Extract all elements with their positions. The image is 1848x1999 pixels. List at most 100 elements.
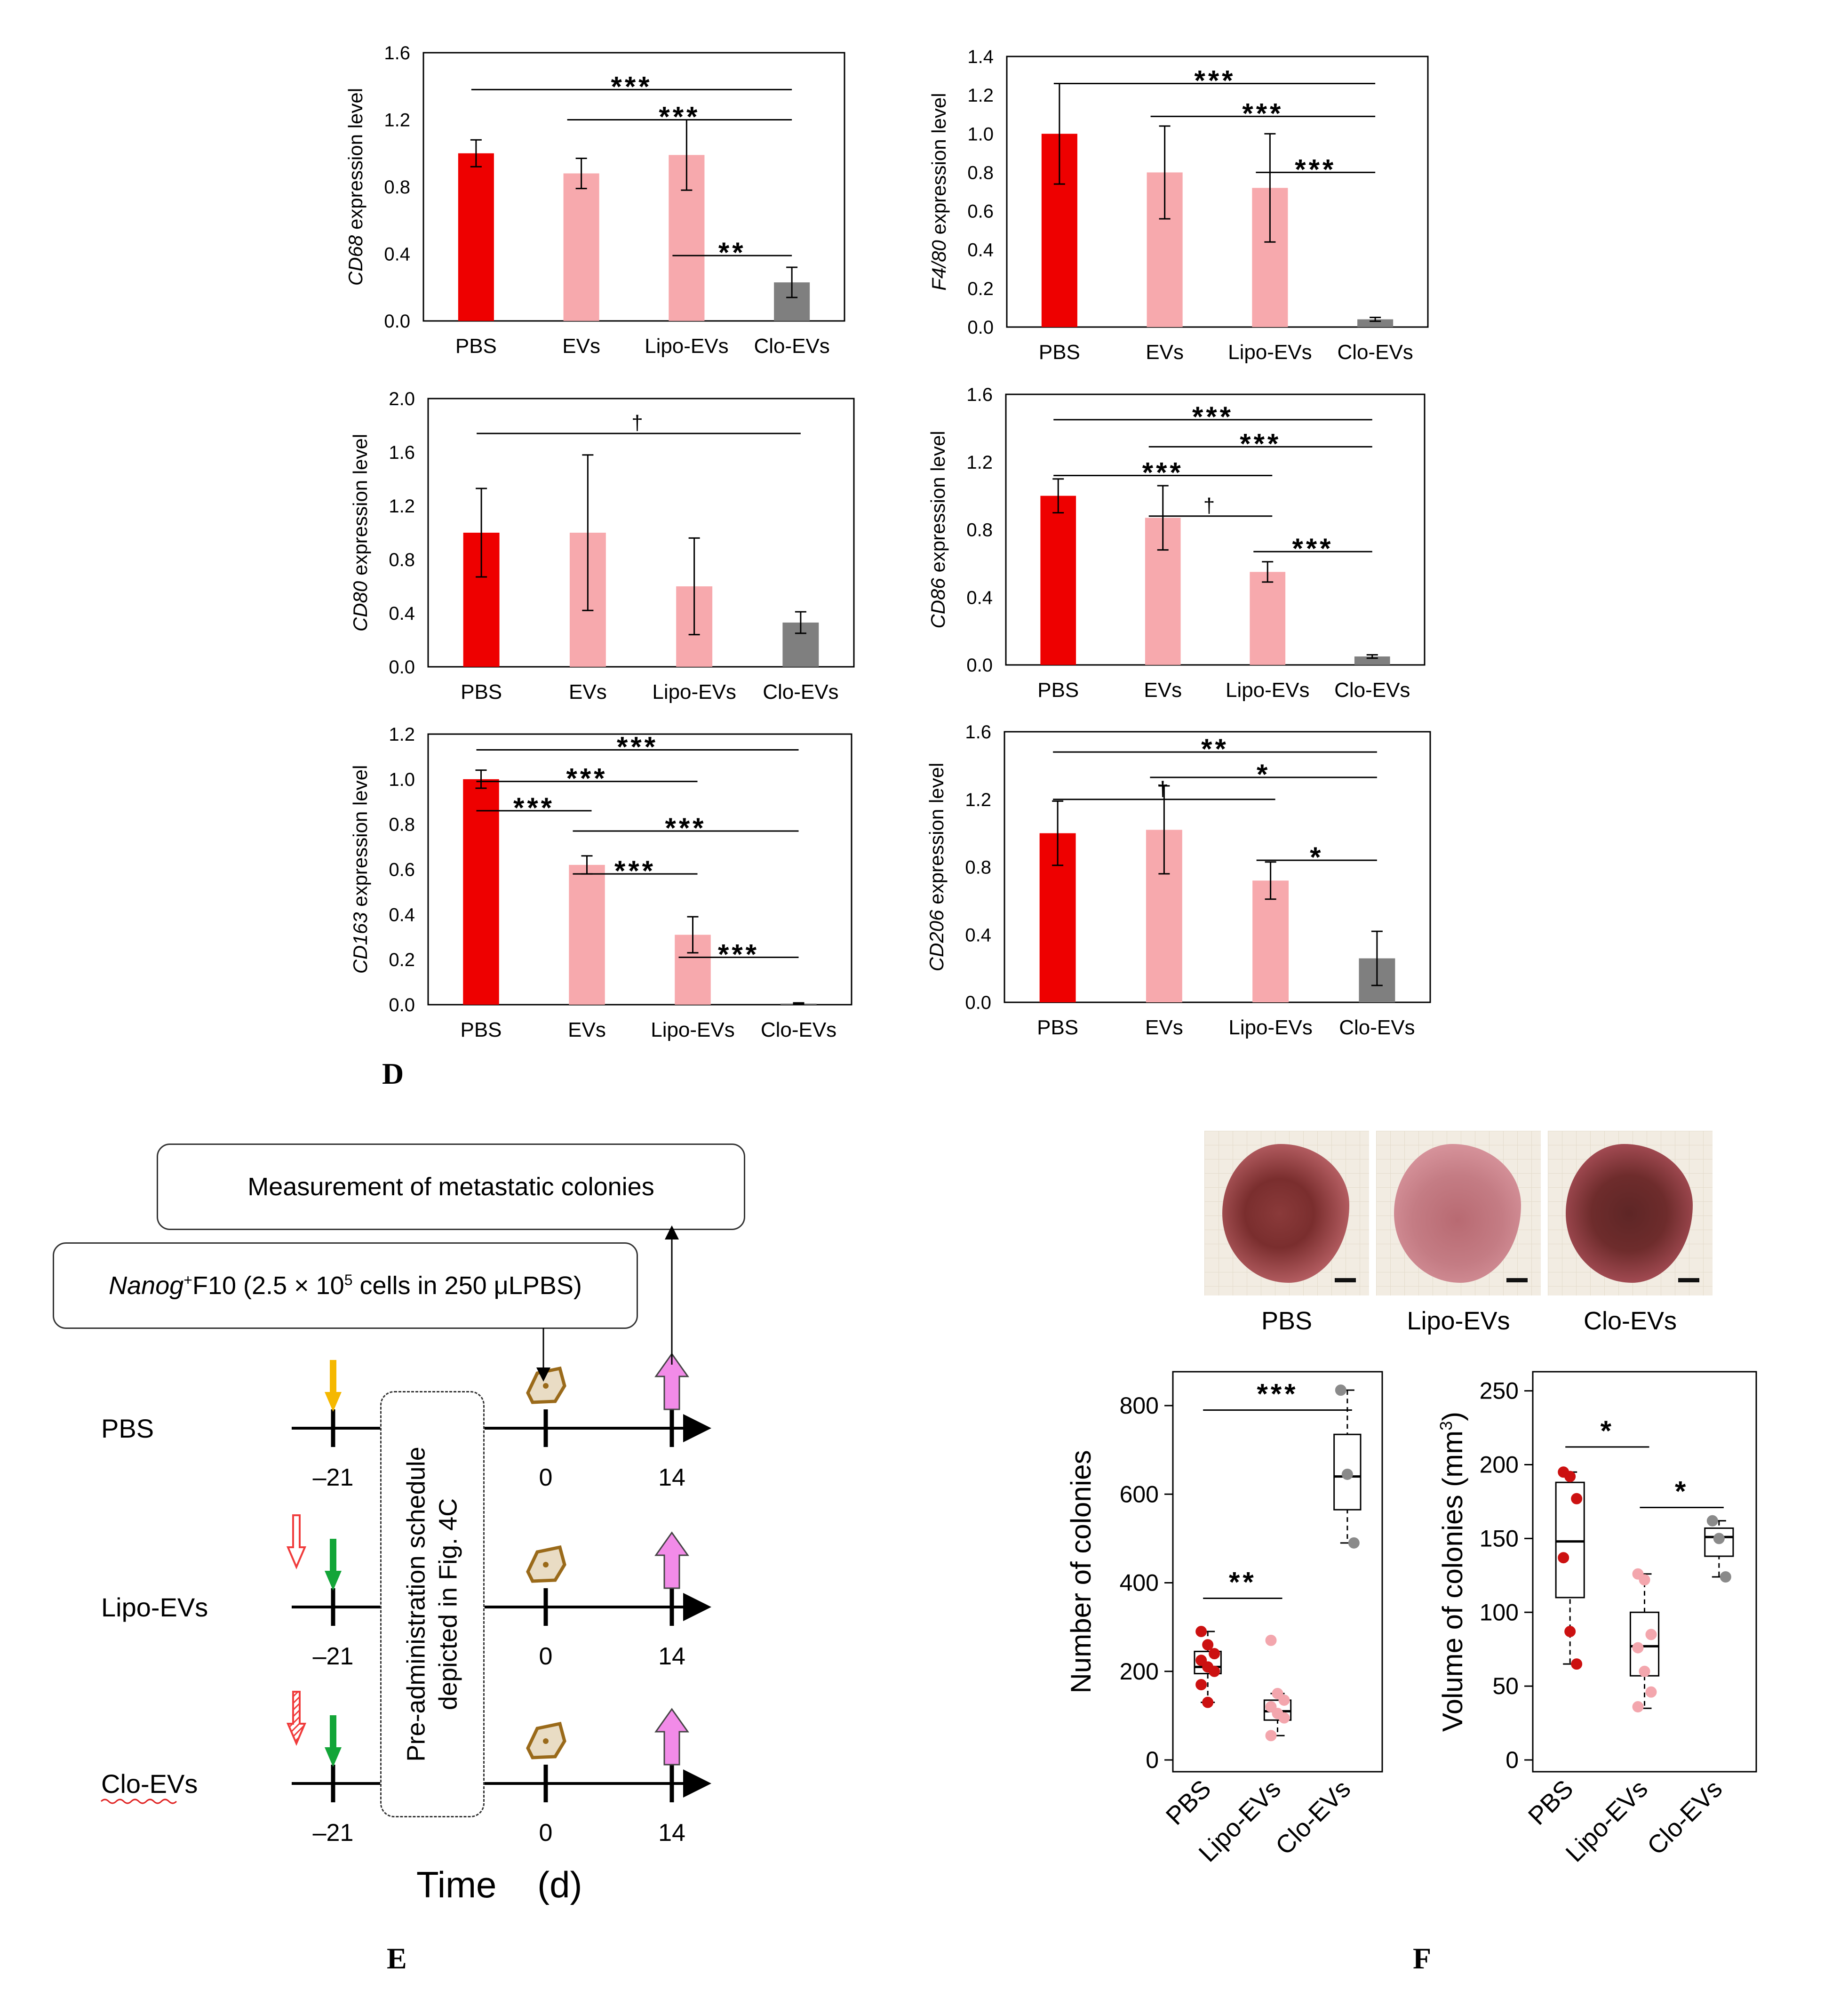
timeline-row-pbs: PBS –21 0 14 [101, 1352, 711, 1491]
x-category-label: Lipo-EVs [1228, 1016, 1313, 1039]
data-point [1335, 1384, 1346, 1396]
significance-label: † [631, 411, 645, 434]
significance-label: † [1203, 494, 1218, 517]
error-bar [1264, 133, 1276, 243]
error-bar [1157, 485, 1169, 551]
row-label: Clo-EVs [101, 1769, 198, 1799]
x-category-label: Lipo-EVs [1226, 679, 1310, 702]
x-category-label: Clo-EVs [1642, 1775, 1728, 1860]
data-point [1645, 1629, 1657, 1640]
photo-label-pbs: PBS [1261, 1307, 1313, 1335]
tumor-nucleus [543, 1738, 549, 1744]
data-point [1632, 1701, 1644, 1713]
plot-frame [427, 398, 855, 668]
plot-frame [1006, 56, 1429, 328]
y-tick-label: 1.2 [965, 790, 991, 810]
y-tick-label: 800 [1120, 1392, 1159, 1419]
error-bar [476, 488, 487, 578]
bar-pbs [463, 779, 499, 1005]
data-point [1564, 1471, 1576, 1482]
error-bar [793, 1002, 805, 1005]
data-point [1209, 1665, 1220, 1677]
injection-box: Nanog+F10 (2.5 × 105 cells in 250 μLPBS) [53, 1242, 638, 1329]
injection-label: Nanog+F10 (2.5 × 105 cells in 250 μLPBS) [109, 1271, 582, 1300]
time-tick-label: 14 [658, 1819, 685, 1847]
y-tick-label: 1.6 [965, 722, 991, 743]
panel-e-timeline: PBS –21 0 14 Lipo-EVs –21 0 14 Clo-EVs –21 0 14 [100, 1225, 711, 1847]
significance-label: ** [1229, 1566, 1257, 1598]
y-tick-label: 1.4 [967, 47, 994, 67]
x-category-label: EVs [562, 335, 600, 358]
data-point [1278, 1712, 1290, 1724]
y-tick-label: 0.2 [389, 950, 415, 970]
time-tick-label: –21 [313, 1643, 354, 1670]
x-category-label: PBS [1161, 1775, 1217, 1831]
x-category-label: PBS [1523, 1775, 1579, 1831]
plot-frame [422, 52, 845, 322]
x-category-label: PBS [461, 680, 502, 704]
panel-label-e: E [387, 1942, 407, 1975]
pink-up-arrow-icon [654, 1352, 689, 1410]
y-tick-label: 0.6 [967, 201, 994, 222]
panel-label-f: F [1413, 1942, 1432, 1975]
significance-label: * [1601, 1415, 1614, 1447]
data-point [1202, 1639, 1214, 1651]
bar-evs [563, 173, 599, 321]
error-bar [1159, 125, 1171, 220]
row-label: Lipo-EVs [101, 1592, 208, 1622]
y-tick-label: 0.0 [389, 657, 415, 678]
y-tick-label: 600 [1120, 1481, 1159, 1507]
bar-pbs [1040, 496, 1076, 665]
significance-label: *** [1240, 428, 1281, 459]
data-point [1706, 1515, 1718, 1527]
panel-d-bar-charts: 0.0 0.4 0.8 1.2 1.6 PBS EVs Lipo-EVs Clo-EVs *** *… [344, 43, 1431, 1041]
significance-label: *** [1194, 65, 1235, 96]
x-category-label: PBS [1039, 341, 1080, 364]
pre-administration-label: Pre-administration schedule depicted in F… [402, 1447, 462, 1762]
significance-label: *** [1292, 533, 1333, 564]
bar-chart-cd163: 0.0 0.2 0.4 0.6 0.8 1.0 1.2 PBS EVs Lipo-EVs Clo-E… [349, 724, 852, 1041]
y-tick-label: 200 [1480, 1452, 1519, 1478]
y-tick-label: 0.8 [384, 177, 410, 198]
x-category-label: Lipo-EVs [645, 335, 729, 358]
error-bar [1366, 654, 1378, 659]
bar-evs [569, 864, 605, 1005]
data-point [1632, 1642, 1644, 1654]
y-tick-label: 0.8 [389, 550, 415, 570]
error-bar [1371, 930, 1383, 986]
data-point [1341, 1468, 1353, 1480]
spellcheck-underline [100, 1799, 177, 1804]
x-category-label: EVs [1146, 341, 1184, 364]
time-tick-label: –21 [313, 1464, 354, 1491]
data-point [1713, 1533, 1725, 1544]
y-tick-label: 0.0 [966, 655, 993, 676]
x-category-label: PBS [1037, 679, 1079, 702]
x-category-label: Clo-EVs [763, 680, 838, 704]
plot-frame [427, 733, 852, 1006]
tumor-nucleus [543, 1562, 549, 1567]
pink-up-arrow-icon [654, 1531, 689, 1589]
error-bar [1265, 861, 1276, 900]
y-tick-label: 100 [1480, 1599, 1519, 1625]
photo-label-lipo-evs: Lipo-EVs [1407, 1307, 1510, 1335]
error-bar [1052, 478, 1064, 514]
y-tick-label: 0.8 [967, 162, 994, 183]
significance-label: *** [1295, 153, 1336, 185]
y-tick-label: 250 [1480, 1378, 1519, 1404]
y-tick-label: 0.4 [384, 244, 410, 265]
pre-administration-box: Pre-administration schedule depicted in F… [380, 1391, 485, 1817]
pink-up-arrow-icon [654, 1708, 689, 1766]
y-tick-label: 1.6 [966, 384, 993, 405]
y-tick-label: 0.2 [967, 279, 994, 299]
y-tick-label: 400 [1120, 1570, 1159, 1596]
bar-pbs [458, 153, 494, 321]
x-category-label: Clo-EVs [1334, 679, 1410, 702]
time-axis-label: Time (d) [416, 1864, 582, 1905]
time-tick-label: 0 [539, 1464, 553, 1491]
y-tick-label: 0.0 [965, 992, 991, 1013]
green-arrow-icon [325, 1715, 342, 1767]
y-tick-label: 0.4 [967, 240, 994, 261]
y-axis-label: CD86 expression level [927, 431, 949, 628]
data-point [1558, 1552, 1569, 1564]
